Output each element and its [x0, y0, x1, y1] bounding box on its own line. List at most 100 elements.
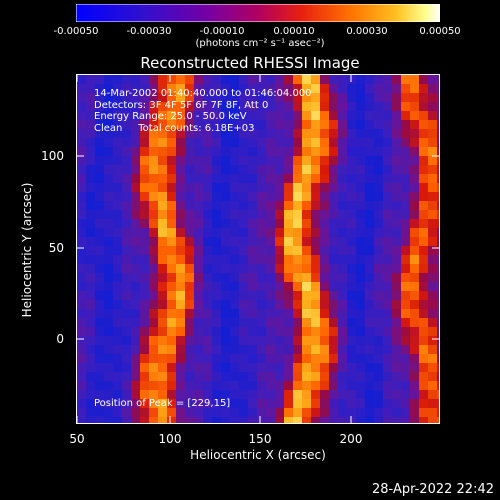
heatmap-cell	[131, 102, 141, 112]
heatmap-cell	[266, 102, 276, 112]
heatmap-cell	[248, 273, 258, 283]
heatmap-cell	[293, 390, 303, 400]
heatmap-cell	[383, 138, 393, 148]
heatmap-cell	[302, 255, 312, 265]
heatmap-cell	[356, 399, 366, 409]
heatmap-cell	[212, 363, 222, 373]
heatmap-cell	[104, 327, 114, 337]
heatmap-cell	[266, 210, 276, 220]
heatmap-cell	[320, 102, 330, 112]
heatmap-cell	[338, 264, 348, 274]
heatmap-cell	[320, 147, 330, 157]
heatmap-cell	[77, 165, 87, 175]
heatmap-cell	[221, 147, 231, 157]
heatmap-cell	[428, 84, 438, 94]
heatmap-cell	[194, 201, 204, 211]
heatmap-cell	[212, 75, 222, 85]
heatmap-cell	[374, 174, 384, 184]
heatmap-cell	[284, 363, 294, 373]
heatmap-cell	[131, 291, 141, 301]
heatmap-cell	[113, 228, 123, 238]
heatmap-cell	[311, 327, 321, 337]
heatmap-cell	[284, 129, 294, 139]
heatmap-cell	[302, 84, 312, 94]
heatmap-cell	[230, 174, 240, 184]
heatmap-cell	[167, 309, 177, 319]
heatmap-cell	[140, 183, 150, 193]
heatmap-cell	[320, 192, 330, 202]
heatmap-cell	[77, 183, 87, 193]
heatmap-cell	[185, 390, 195, 400]
heatmap-cell	[437, 291, 439, 301]
heatmap-cell	[113, 372, 123, 382]
heatmap-cell	[347, 381, 357, 391]
heatmap-cell	[284, 291, 294, 301]
heatmap-cell	[401, 192, 411, 202]
heatmap-cell	[374, 147, 384, 157]
heatmap-cell	[257, 408, 267, 418]
heatmap-cell	[284, 102, 294, 112]
heatmap-cell	[185, 174, 195, 184]
heatmap-cell	[293, 282, 303, 292]
heatmap-cell	[248, 363, 258, 373]
heatmap-cell	[311, 75, 321, 85]
heatmap-cell	[365, 390, 375, 400]
heatmap-cell	[122, 165, 132, 175]
heatmap-cell	[302, 291, 312, 301]
heatmap-cell	[329, 372, 339, 382]
y-tick-label: 50	[48, 241, 64, 255]
heatmap-cell	[131, 156, 141, 166]
heatmap-cell	[77, 417, 87, 423]
heatmap-cell	[428, 372, 438, 382]
heatmap-cell	[365, 417, 375, 423]
heatmap-cell	[185, 381, 195, 391]
heatmap-cell	[158, 174, 168, 184]
heatmap-cell	[221, 354, 231, 364]
heatmap-cell	[185, 336, 195, 346]
heatmap-cell	[167, 183, 177, 193]
heatmap-cell	[212, 336, 222, 346]
heatmap-cell	[221, 138, 231, 148]
heatmap-cell	[212, 120, 222, 130]
heatmap-cell	[104, 264, 114, 274]
heatmap-cell	[95, 264, 105, 274]
heatmap-cell	[437, 237, 439, 247]
heatmap-cell	[284, 84, 294, 94]
heatmap-cell	[338, 372, 348, 382]
heatmap-cell	[437, 138, 439, 148]
heatmap-cell	[320, 228, 330, 238]
heatmap-cell	[167, 210, 177, 220]
heatmap-cell	[257, 345, 267, 355]
heatmap-cell	[374, 138, 384, 148]
heatmap-cell	[95, 156, 105, 166]
heatmap-cell	[392, 327, 402, 337]
heatmap-cell	[239, 300, 249, 310]
y-tick-label: 0	[56, 332, 64, 346]
heatmap-cell	[401, 174, 411, 184]
heatmap-cell	[185, 363, 195, 373]
heatmap-cell	[338, 201, 348, 211]
heatmap-cell	[392, 381, 402, 391]
heatmap-cell	[284, 372, 294, 382]
heatmap-cell	[122, 156, 132, 166]
heatmap-cell	[329, 381, 339, 391]
heatmap-cell	[77, 318, 87, 328]
heatmap-cell	[176, 408, 186, 418]
heatmap-cell	[167, 192, 177, 202]
heatmap-cell	[131, 237, 141, 247]
heatmap-cell	[437, 354, 439, 364]
heatmap-cell	[401, 300, 411, 310]
heatmap-cell	[149, 273, 159, 283]
heatmap-cell	[419, 228, 429, 238]
heatmap-cell	[374, 156, 384, 166]
heatmap-cell	[113, 327, 123, 337]
heatmap-cell	[212, 192, 222, 202]
heatmap-cell	[149, 219, 159, 229]
heatmap-cell	[383, 210, 393, 220]
heatmap-cell	[230, 363, 240, 373]
heatmap-cell	[302, 165, 312, 175]
heatmap-cell	[383, 192, 393, 202]
heatmap-cell	[284, 156, 294, 166]
heatmap-cell	[410, 174, 420, 184]
heatmap-cell	[383, 309, 393, 319]
